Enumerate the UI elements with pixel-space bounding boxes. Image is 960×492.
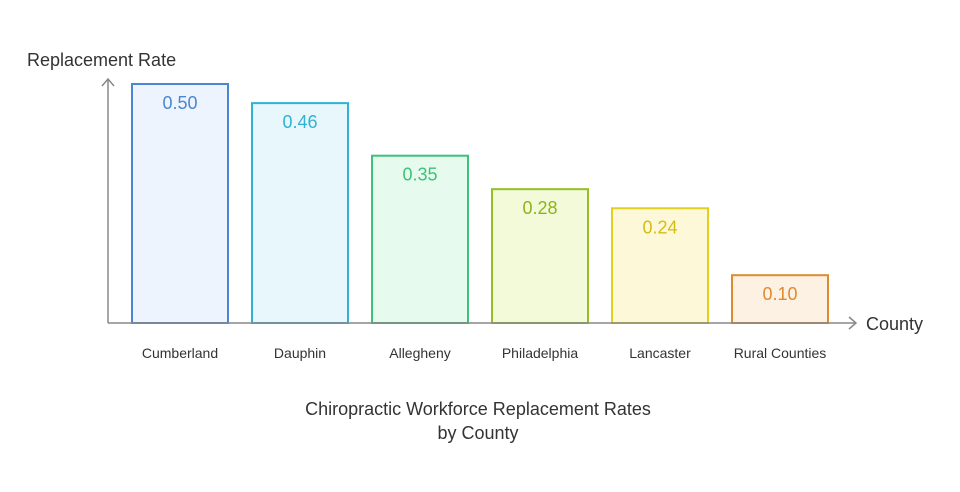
bar-allegheny: [371, 154, 469, 324]
chart-title-line-2: by County: [437, 423, 518, 443]
chart-title-line-1: Chiropractic Workforce Replacement Rates: [305, 399, 651, 419]
y-axis-arrow-icon: [101, 77, 115, 87]
data-label: 0.46: [282, 112, 317, 132]
x-tick-label: Philadelphia: [502, 345, 578, 361]
y-axis-title: Replacement Rate: [27, 50, 176, 70]
x-tick-label: Cumberland: [142, 345, 218, 361]
bar-philadelphia: [491, 188, 589, 324]
x-tick-labels-group: Cumberland Dauphin Allegheny Philadelphia La…: [142, 345, 826, 361]
data-label: 0.24: [642, 217, 677, 237]
bar-rural-counties: [731, 274, 829, 325]
x-tick-label: Dauphin: [274, 345, 326, 361]
x-tick-label: Allegheny: [389, 345, 451, 361]
x-axis-title: County: [866, 314, 923, 334]
x-tick-label: Lancaster: [629, 345, 691, 361]
x-axis-arrow-icon: [848, 316, 858, 330]
bar-lancaster: [611, 207, 709, 324]
axes-group: [101, 77, 858, 330]
data-label: 0.28: [522, 198, 557, 218]
bars-group: 0.50 0.46 0.35 0.28 0.24 0.10: [131, 83, 829, 325]
data-label: 0.35: [402, 165, 437, 185]
bar-cumberland: [131, 83, 229, 324]
data-label: 0.50: [162, 93, 197, 113]
data-label: 0.10: [762, 284, 797, 304]
x-tick-label: Rural Counties: [734, 345, 827, 361]
bar-dauphin: [251, 102, 349, 325]
